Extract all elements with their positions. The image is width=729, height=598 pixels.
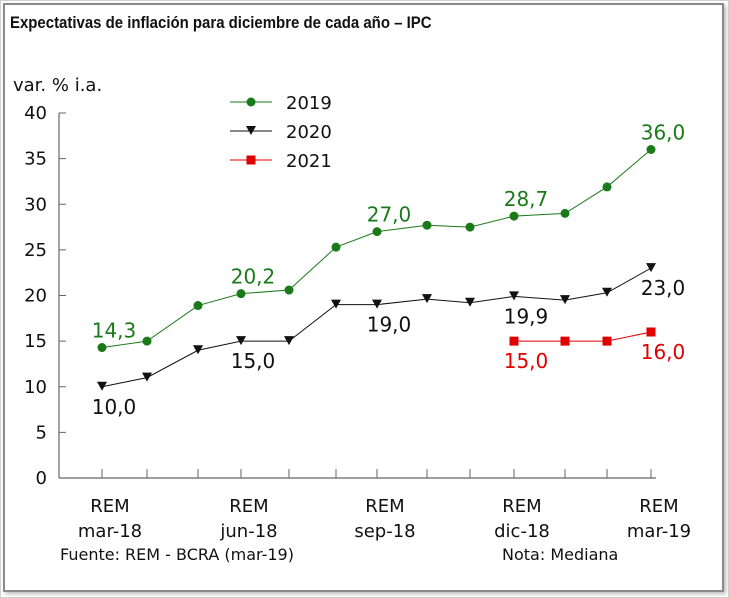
legend-marker [246, 126, 256, 135]
axes: 0 5 10 15 20 25 30 35 40 REM mar-18 REM jun-18 REM sep… [24, 103, 691, 542]
x-tick-label: mar-19 [627, 521, 691, 542]
x-tick-label: REM [365, 496, 404, 517]
data-point [509, 291, 519, 301]
legend-label: 2019 [286, 93, 332, 114]
y-tick-label: 40 [24, 103, 47, 124]
y-tick-label: 20 [24, 286, 47, 307]
data-point [646, 263, 656, 273]
data-label: 19,9 [504, 304, 549, 328]
data-point [465, 222, 475, 232]
data-point [602, 182, 612, 192]
data-label: 14,3 [92, 319, 137, 343]
data-point [560, 295, 570, 305]
x-tick-label: dic-18 [494, 521, 550, 542]
data-label: 23,0 [641, 276, 686, 300]
data-point [602, 287, 612, 297]
data-point [560, 336, 570, 346]
data-point [193, 345, 203, 355]
legend-marker [246, 155, 256, 165]
data-point [422, 294, 432, 304]
data-point [509, 336, 519, 346]
data-label: 27,0 [367, 203, 412, 227]
y-tick-label: 10 [24, 377, 47, 398]
data-point [331, 299, 341, 309]
data-point [372, 299, 382, 309]
legend-marker [246, 97, 256, 107]
data-point [560, 208, 570, 218]
legend-item-2020: 2020 [230, 122, 332, 143]
data-label: 20,2 [231, 265, 276, 289]
series-line-2021 [514, 331, 652, 342]
x-tick-label: sep-18 [354, 521, 415, 542]
data-point [602, 336, 612, 346]
data-point [509, 211, 519, 221]
data-point [142, 372, 152, 382]
x-tick-label: REM [502, 496, 541, 517]
y-tick-label: 15 [24, 331, 47, 352]
data-label: 15,0 [231, 349, 276, 373]
y-tick-label: 0 [36, 468, 47, 489]
series-2021: 15,0 16,0 [504, 327, 686, 373]
data-point [97, 343, 107, 353]
data-point [465, 297, 475, 307]
x-tick-label: jun-18 [219, 521, 277, 542]
data-point [284, 285, 294, 295]
data-label: 28,7 [504, 187, 549, 211]
data-point [646, 327, 656, 337]
x-tick-label: mar-18 [78, 521, 142, 542]
data-point [193, 301, 203, 311]
x-tick-label: REM [229, 496, 268, 517]
series-lines: 14,3 20,2 27,0 28,7 36,0 10,0 15,0 19,0 19,9 23,0… [92, 121, 686, 419]
legend-item-2019: 2019 [230, 93, 332, 114]
data-point [646, 145, 656, 154]
y-tick-label: 30 [24, 194, 47, 215]
data-point [97, 381, 107, 391]
source-note: Fuente: REM - BCRA (mar-19) [60, 545, 294, 564]
x-tick-label: REM [90, 496, 129, 517]
data-label: 16,0 [641, 340, 686, 364]
data-point [284, 336, 294, 346]
data-label: 36,0 [641, 121, 686, 145]
y-tick-label: 5 [36, 422, 47, 443]
x-tick-label: REM [639, 496, 678, 517]
data-label: 19,0 [367, 313, 412, 337]
data-point [236, 289, 246, 299]
series-2020: 10,0 15,0 19,0 19,9 23,0 [92, 263, 686, 419]
series-2019: 14,3 20,2 27,0 28,7 36,0 [92, 121, 686, 353]
chart-frame [3, 3, 724, 592]
data-label: 10,0 [92, 395, 137, 419]
y-tick-label: 25 [24, 240, 47, 261]
data-point [236, 336, 246, 346]
legend-item-2021: 2021 [230, 151, 332, 172]
legend: 2019 2020 2021 [230, 93, 332, 172]
data-label: 15,0 [504, 349, 549, 373]
legend-label: 2020 [286, 122, 332, 143]
chart-title: Expectativas de inflación para diciembre… [10, 13, 432, 32]
data-point [331, 242, 341, 252]
data-point [372, 227, 382, 237]
data-point [142, 336, 152, 346]
y-tick-label: 35 [24, 149, 47, 170]
data-point [422, 220, 432, 230]
footnote: Nota: Mediana [502, 545, 619, 564]
y-axis-label: var. % i.a. [13, 75, 102, 96]
legend-label: 2021 [286, 151, 332, 172]
